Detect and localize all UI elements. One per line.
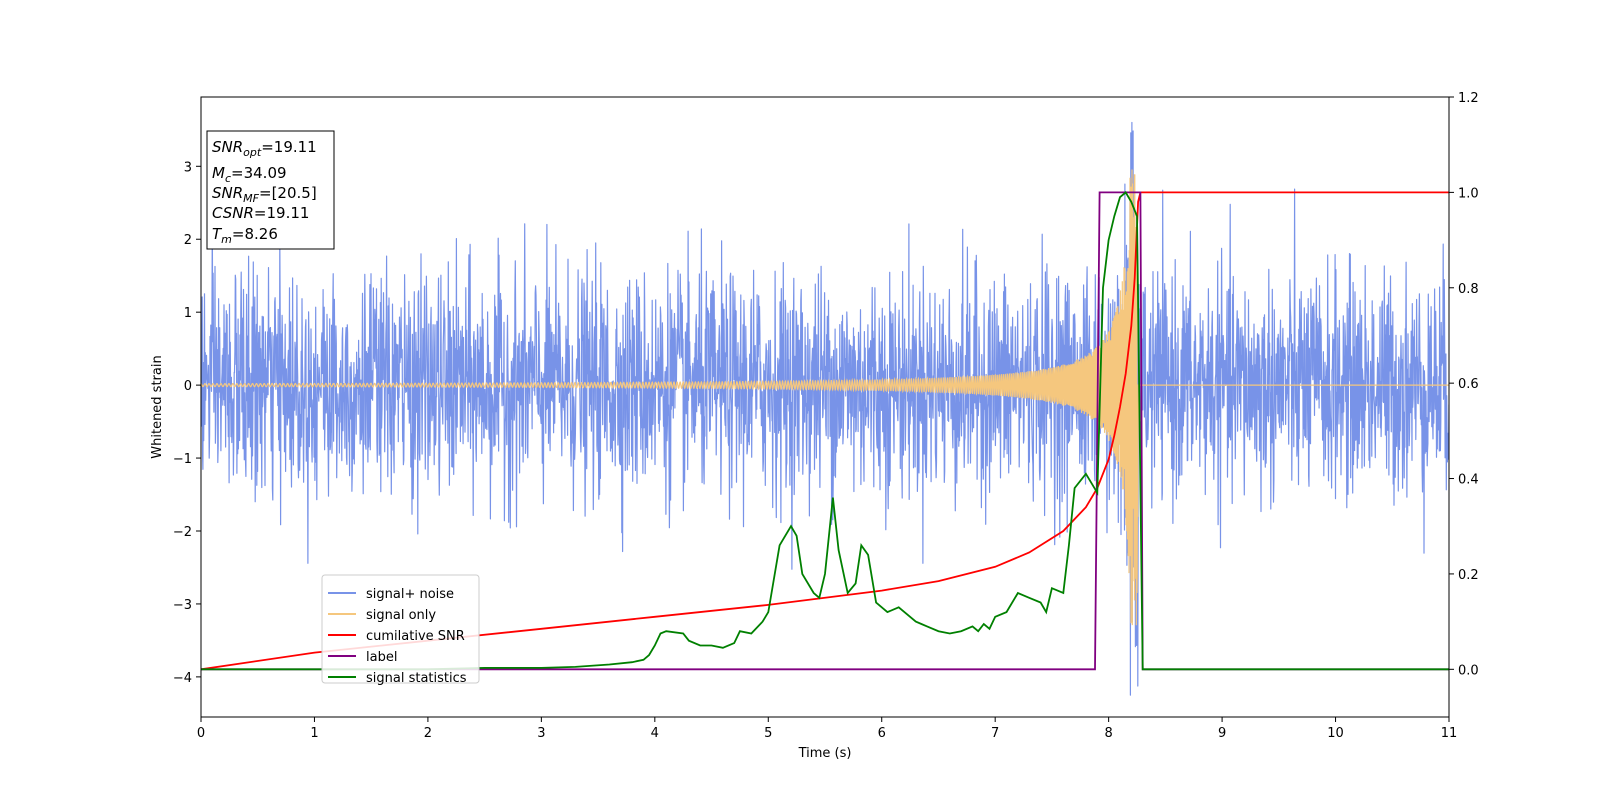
y-right-tick-label: 0.0	[1458, 663, 1479, 678]
y-left-tick-label: −2	[173, 525, 192, 540]
y-left-tick-label: −4	[173, 671, 192, 686]
info-snr-mf: SNRMF=[20.5]	[212, 184, 317, 205]
info-mc: Mc=34.09	[212, 164, 287, 185]
y-right-tick-label: 0.6	[1458, 377, 1479, 392]
x-tick-label: 0	[197, 726, 205, 741]
legend: signal+ noise signal only cumilative SNR la…	[321, 574, 480, 686]
x-tick-label: 11	[1441, 726, 1458, 741]
series-line-signal-statistics	[201, 191, 1449, 671]
legend-entry-label: label	[366, 650, 397, 665]
legend-entry-label: signal+ noise	[366, 587, 454, 602]
info-csnr: CSNR=19.11	[212, 204, 309, 222]
x-tick-label: 5	[764, 726, 772, 741]
y-right-tick-label: 0.8	[1458, 282, 1479, 297]
series-line-signal-noise	[201, 121, 1449, 696]
y-axis-title: Whitened strain	[150, 355, 165, 458]
x-tick-label: 4	[651, 726, 659, 741]
legend-frame	[321, 574, 480, 684]
y-left-tick-label: −3	[173, 598, 192, 613]
x-tick-label: 8	[1104, 726, 1112, 741]
plot-frame	[200, 96, 1450, 718]
x-tick-label: 2	[424, 726, 432, 741]
y-right-tick-label: 1.2	[1458, 91, 1479, 106]
info-tm: Tm=8.26	[212, 225, 278, 246]
info-snr-opt: SNRopt=19.11	[212, 138, 317, 159]
x-tick-label: 9	[1218, 726, 1226, 741]
y-left-tick-label: 2	[184, 233, 192, 248]
y-right-tick-label: 0.4	[1458, 473, 1479, 488]
series-line-signal-only	[201, 169, 1449, 626]
y-left-tick-label: 3	[184, 160, 192, 175]
legend-entry-label: signal only	[366, 608, 436, 623]
plot-area	[201, 121, 1449, 696]
legend-entry-label: signal statistics	[366, 671, 467, 686]
y-right-tick-label: 1.0	[1458, 186, 1479, 201]
x-tick-label: 7	[991, 726, 999, 741]
y-axis-right: 1.2 1.0 0.8 0.6 0.4 0.2 0.0	[1449, 91, 1479, 678]
legend-entry-label: cumilative SNR	[366, 629, 465, 644]
series-line-cumulative-snr	[201, 191, 1449, 671]
x-tick-label: 10	[1327, 726, 1344, 741]
x-axis: 0 1 2 3 4 5 6 7 8 9 10 11	[197, 717, 1457, 741]
info-box-frame	[206, 130, 335, 250]
info-box: SNRopt=19.11 Mc=34.09 SNRMF=[20.5] CSNR=…	[206, 130, 335, 250]
y-left-tick-label: 1	[184, 306, 192, 321]
y-right-tick-label: 0.2	[1458, 568, 1479, 583]
y-left-tick-label: 0	[184, 379, 192, 394]
x-tick-label: 3	[537, 726, 545, 741]
x-axis-title: Time (s)	[798, 746, 852, 761]
y-axis-left: 3 2 1 0 −1 −2 −3 −4	[173, 160, 201, 686]
y-left-tick-label: −1	[173, 452, 192, 467]
x-tick-label: 1	[310, 726, 318, 741]
x-tick-label: 6	[878, 726, 886, 741]
